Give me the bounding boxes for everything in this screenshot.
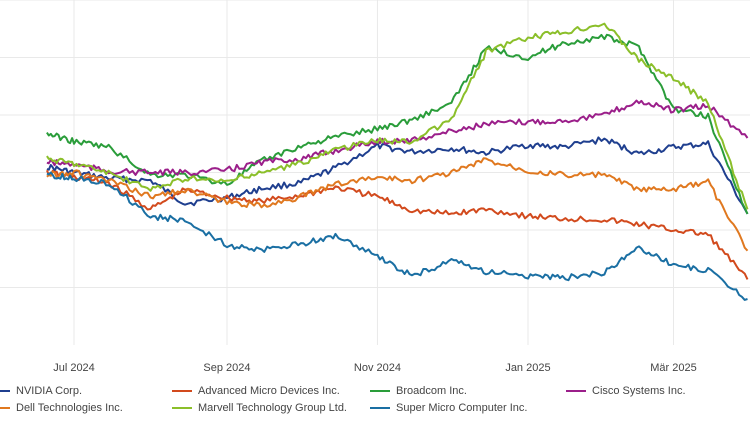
legend: NVIDIA Corp. Advanced Micro Devices Inc. B…	[0, 383, 750, 421]
grid-lines	[0, 0, 750, 345]
x-tick-label: Sep 2024	[203, 362, 250, 374]
legend-label: Advanced Micro Devices Inc.	[198, 385, 340, 397]
line-chart: Jul 2024 Sep 2024 Nov 2024 Jan 2025 Mär 2025	[0, 0, 750, 374]
legend-swatch	[0, 407, 10, 409]
x-tick-label: Jan 2025	[505, 362, 550, 374]
legend-item[interactable]: Super Micro Computer Inc.	[370, 402, 527, 414]
legend-item[interactable]: Cisco Systems Inc.	[566, 385, 686, 397]
series-line	[46, 99, 749, 177]
series-line	[46, 171, 748, 301]
legend-swatch	[0, 390, 10, 392]
legend-item[interactable]: Broadcom Inc.	[370, 385, 467, 397]
series-line	[46, 33, 749, 215]
legend-swatch	[370, 407, 390, 409]
legend-swatch	[566, 390, 586, 392]
legend-label: NVIDIA Corp.	[16, 385, 83, 397]
legend-item[interactable]: Marvell Technology Group Ltd.	[172, 402, 347, 414]
legend-label: Super Micro Computer Inc.	[396, 402, 528, 414]
x-tick-label: Jul 2024	[53, 362, 95, 374]
x-tick-label: Nov 2024	[354, 362, 401, 374]
legend-item[interactable]: NVIDIA Corp.	[0, 385, 82, 397]
legend-label: Marvell Technology Group Ltd.	[198, 402, 347, 414]
legend-label: Dell Technologies Inc.	[16, 402, 123, 414]
x-axis-tick-labels: Jul 2024 Sep 2024 Nov 2024 Jan 2025 Mär 2025	[53, 362, 697, 374]
legend-item[interactable]: Dell Technologies Inc.	[0, 402, 123, 414]
legend-swatch	[172, 407, 192, 409]
series-line	[46, 22, 749, 210]
legend-swatch	[370, 390, 390, 392]
series-line	[46, 157, 749, 252]
legend-label: Cisco Systems Inc.	[592, 385, 686, 397]
x-tick-label: Mär 2025	[650, 362, 696, 374]
legend-label: Broadcom Inc.	[396, 385, 467, 397]
series-line	[46, 136, 749, 215]
series-lines	[45, 22, 749, 301]
series-line	[45, 169, 749, 280]
legend-item[interactable]: Advanced Micro Devices Inc.	[172, 385, 340, 397]
legend-swatch	[172, 390, 192, 392]
